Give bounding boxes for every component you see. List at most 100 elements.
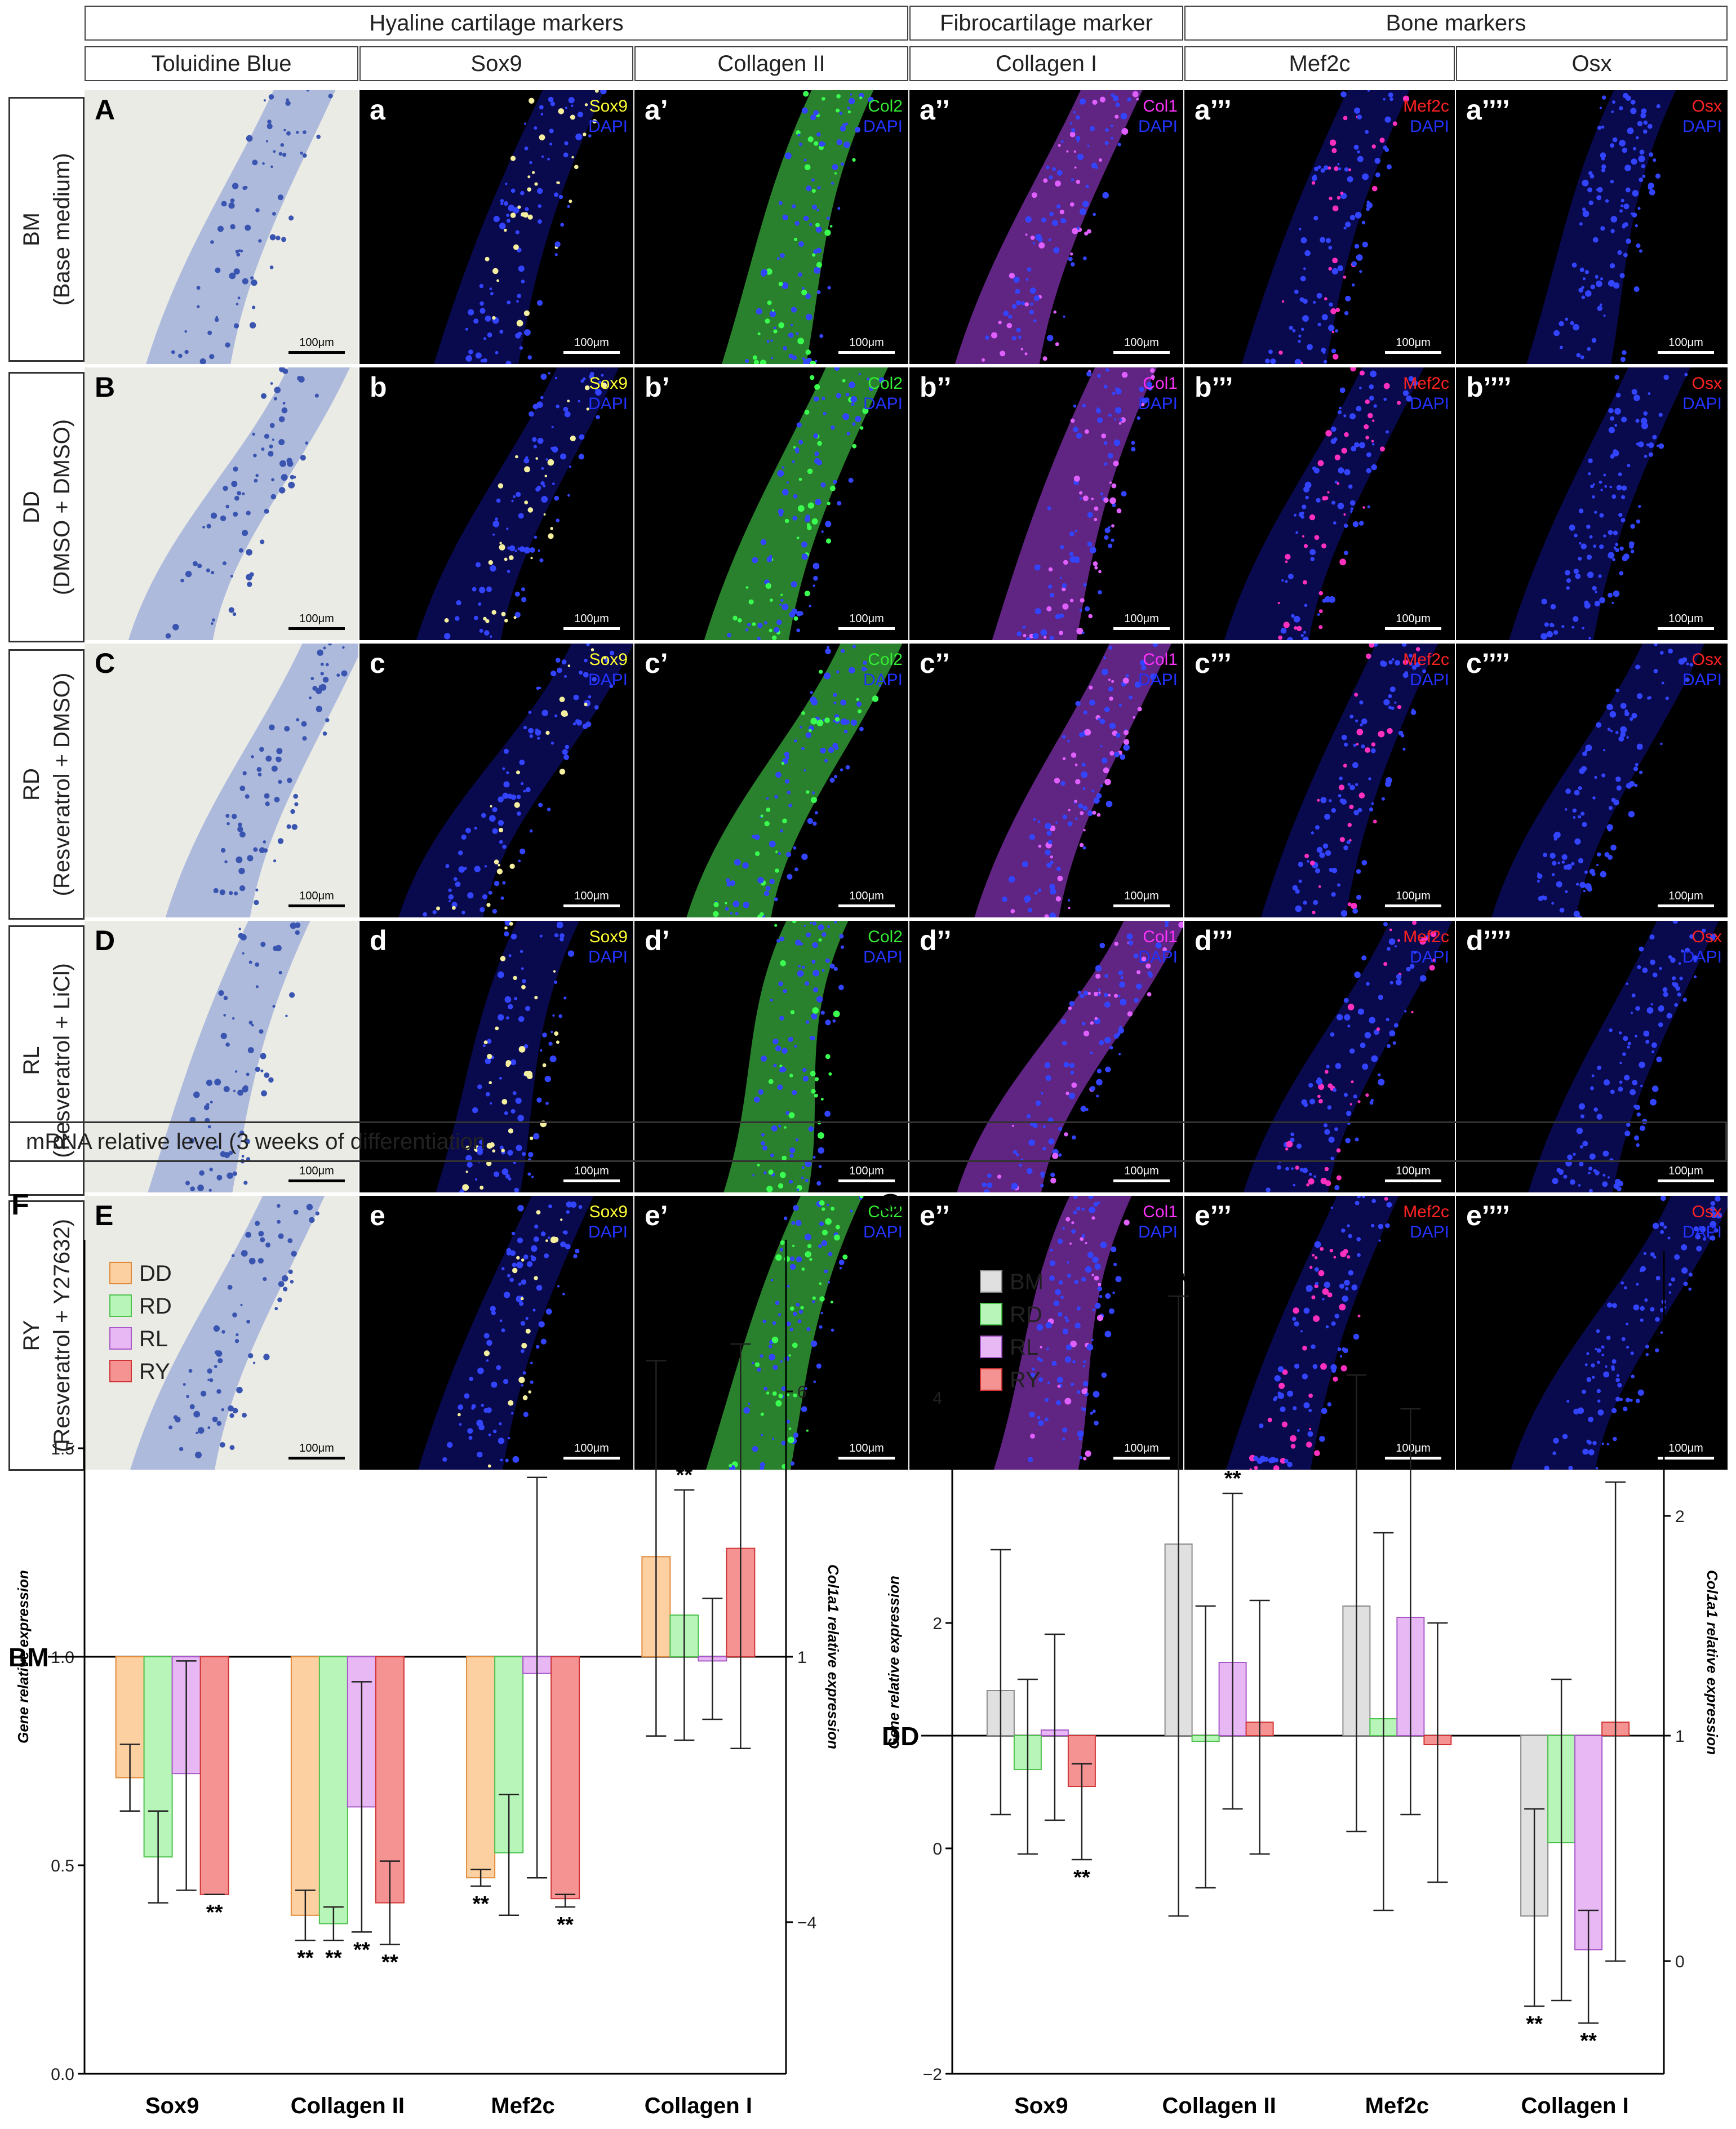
dapi-label: DAPI [1682,394,1722,413]
dapi-label: DAPI [588,394,628,413]
legend-swatch [109,1294,132,1317]
tissue-image [1260,644,1438,917]
panel-label: D [95,925,116,956]
scale-bar: 100μm [1385,1165,1441,1182]
category-label: Sox9 [1014,2093,1068,2118]
panel-label: b [370,371,387,403]
tissue-image [1241,90,1410,364]
scale-bar-label: 100μm [299,336,334,349]
legend-label: RL [139,1327,168,1351]
bar [550,1656,580,1900]
significance-mark: ** [1402,1382,1419,1406]
marker-label: Mef2c [1403,928,1449,946]
scale-bar-label: 100μm [1668,890,1703,902]
category-label: Collagen I [645,2093,752,2118]
scale-bar-label: 100μm [299,1165,334,1177]
bar [466,1656,496,1879]
left-tick-label: 0 [933,1840,942,1859]
right-tick-label: 1 [797,1648,807,1667]
legend-swatch [980,1336,1002,1358]
scale-bar: 100μm [1658,1442,1714,1460]
scale-bar: 100μm [1113,890,1170,907]
scale-bar: 100μm [1113,336,1170,354]
panel-toluidine-row3: C 100μm [85,644,358,917]
scale-bar: 100μm [1385,1442,1441,1460]
panel-toluidine-row2: B 100μm [85,367,358,640]
marker-label: Sox9 [589,1203,628,1221]
bar [290,1656,320,1916]
panel-sox9-row5: e Sox9 DAPI 100μm [359,1196,633,1470]
scale-bar-label: 100μm [574,613,609,625]
mrna-section-title: mRNA relative level (3 weeks of differen… [8,1121,1727,1162]
panel-collagen-ii-row3: c’ Col2 DAPI 100μm [634,644,908,917]
scale-bar-line [563,627,620,630]
scale-bar: 100μm [1113,1442,1170,1460]
tissue-image [146,90,336,364]
dapi-label: DAPI [1138,1223,1178,1241]
dapi-label: DAPI [1682,117,1722,136]
panel-label: a’’’ [1195,94,1232,126]
column-header-collagen-i: Collagen I [909,46,1183,81]
scale-bar-label: 100μm [1668,1165,1703,1177]
scale-bar-line [1658,627,1714,630]
panel-osx-row5: e’’’’ Osx DAPI 100μm [1456,1196,1728,1470]
scale-bar: 100μm [1658,336,1714,354]
tissue-image [1511,1196,1728,1470]
scale-bar-line [838,351,895,354]
scale-bar: 100μm [838,336,895,354]
scale-bar: 100μm [838,890,895,907]
scale-bar-label: 100μm [299,890,334,902]
dapi-label: DAPI [863,117,903,136]
row-label-rd: RD (Resveratrol + DMSO) [8,649,85,920]
scale-bar-label: 100μm [849,613,884,625]
tissue-image [705,1196,864,1470]
scale-bar: 100μm [1113,613,1170,630]
panel-mef2c-row4: d’’’ Mef2c DAPI 100μm [1184,921,1455,1192]
scale-bar-label: 100μm [1124,1165,1159,1177]
significance-mark: ** [472,1892,489,1916]
scale-bar: 100μm [563,890,620,907]
panel-label: C [95,647,116,679]
significance-mark: ** [1348,1349,1365,1372]
column-header-collagen-ii: Collagen II [634,46,908,81]
dapi-label: DAPI [1409,394,1449,413]
category-label: Collagen II [1162,2093,1276,2118]
dapi-label: DAPI [1682,948,1722,966]
legend-swatch [980,1270,1002,1293]
scale-bar-label: 100μm [574,1442,609,1454]
scale-bar-label: 100μm [1668,1442,1703,1454]
right-tick-label: 0 [1675,1953,1685,1971]
dapi-label: DAPI [1138,394,1178,413]
panel-collagen-i-row1: a’’ Col1 DAPI 100μm [909,90,1183,364]
significance-mark: ** [353,1938,370,1962]
legend-label: RL [1010,1335,1038,1360]
marker-label: Col1 [1143,97,1178,116]
tissue-image [1528,921,1719,1192]
panel-label: E [95,1200,114,1231]
panel-osx-row2: b’’’’ Osx DAPI 100μm [1456,367,1728,640]
scale-bar-label: 100μm [574,890,609,902]
scale-bar-line [1385,1179,1441,1182]
scale-bar-label: 100μm [1396,890,1431,902]
legend-label: RD [1010,1302,1042,1327]
panel-sox9-row4: d Sox9 DAPI 100μm [359,921,633,1192]
marker-label: Osx [1691,1203,1722,1221]
tissue-image [686,644,903,917]
marker-label: Col1 [1143,1203,1178,1221]
dapi-label: DAPI [588,117,628,136]
dapi-label: DAPI [1409,1223,1449,1241]
panel-label: e’’’’ [1466,1200,1510,1231]
significance-mark: ** [297,1946,314,1970]
group-header-bone: Bone markers [1184,6,1728,41]
panel-collagen-ii-row1: a’ Col2 DAPI 100μm [634,90,908,364]
dapi-label: DAPI [1138,117,1178,136]
row-label-text: RD [19,768,44,801]
legend-swatch [980,1368,1002,1391]
panel-toluidine-row5: E 100μm [85,1196,358,1470]
scale-bar-label: 100μm [1396,336,1431,349]
group-header-fibrocartilage: Fibrocartilage marker [909,6,1183,41]
panel-collagen-i-row2: b’’ Col1 DAPI 100μm [909,367,1183,640]
left-tick-label: −2 [923,2065,942,2084]
scale-bar-label: 100μm [849,890,884,902]
marker-label: Mef2c [1403,650,1449,669]
